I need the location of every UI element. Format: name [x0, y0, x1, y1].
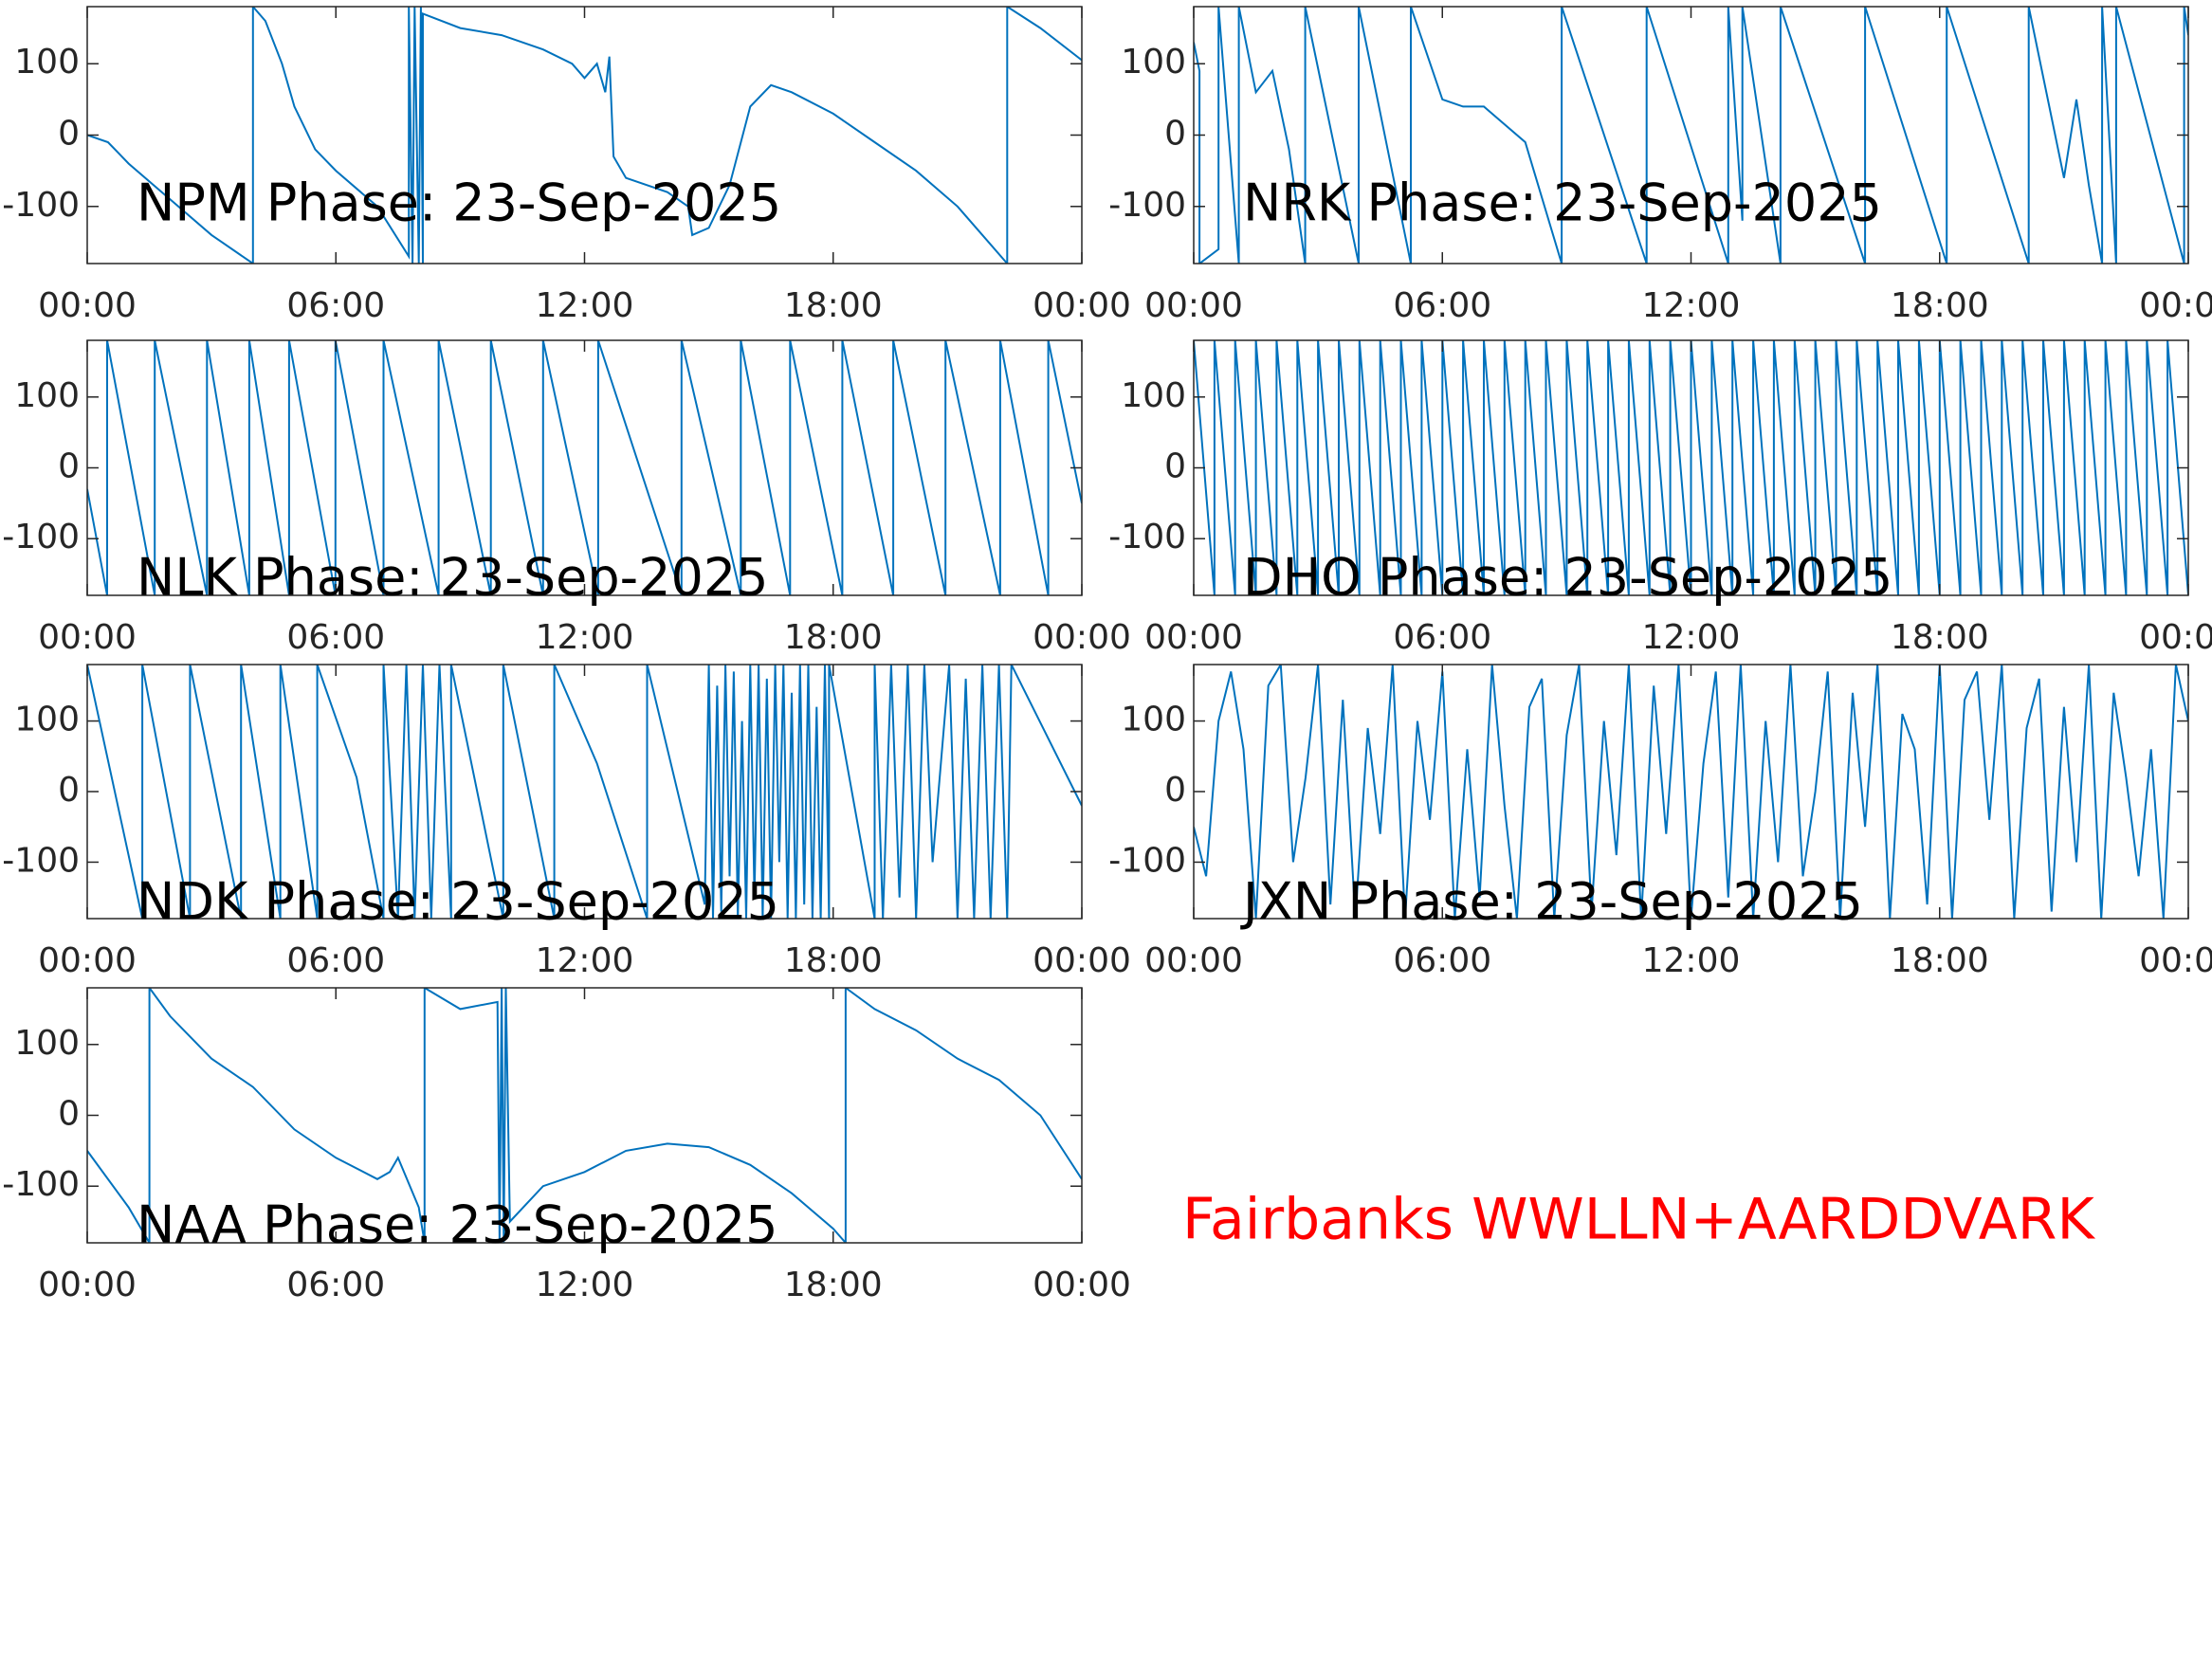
x-tick-label: 12:00	[536, 1266, 634, 1304]
y-tick-label: 100	[1121, 701, 1186, 739]
y-tick-label: -100	[1108, 841, 1186, 880]
x-tick-label: 12:00	[1642, 618, 1741, 657]
y-tick-label: -100	[1108, 186, 1186, 225]
x-tick-label: 12:00	[536, 618, 634, 657]
y-tick-label: 0	[1164, 115, 1186, 154]
data-line	[87, 665, 1082, 919]
panel: 00:00 06:00 12:00 18:00 00:00 -100 0 100 NDK Pha…	[2, 664, 1131, 980]
y-tick-label: 0	[58, 1095, 80, 1134]
x-tick-label: 06:00	[286, 1266, 385, 1304]
data-line	[1194, 7, 2188, 264]
x-tick-label: 00:00	[38, 618, 137, 657]
x-tick-label: 12:00	[536, 941, 634, 980]
panel: 00:00 06:00 12:00 18:00 00:00 -100 0 100 NRK Pha…	[1108, 6, 2212, 325]
x-tick-label: 00:00	[38, 941, 137, 980]
x-tick-label: 12:00	[536, 286, 634, 325]
x-tick-label: 00:00	[2139, 286, 2212, 325]
y-tick-label: 0	[58, 115, 80, 154]
panel: 00:00 06:00 12:00 18:00 00:00 -100 0 100 DHO Pha…	[1108, 339, 2212, 657]
x-tick-label: 06:00	[286, 618, 385, 657]
y-tick-label: 0	[58, 771, 80, 810]
x-tick-label: 00:00	[1033, 286, 1131, 325]
y-tick-label: -100	[2, 1165, 80, 1204]
x-tick-label: 00:00	[1033, 941, 1131, 980]
x-tick-label: 00:00	[1144, 286, 1243, 325]
y-tick-label: 100	[1121, 43, 1186, 82]
x-tick-label: 00:00	[1144, 618, 1243, 657]
data-line	[1194, 665, 2188, 919]
x-tick-label: 18:00	[784, 941, 883, 980]
y-tick-label: -100	[2, 186, 80, 225]
x-tick-label: 18:00	[1891, 618, 1989, 657]
y-tick-label: 0	[58, 447, 80, 486]
y-tick-label: 100	[14, 376, 80, 415]
panel: 00:00 06:00 12:00 18:00 00:00 -100 0 100 NAA Pha…	[2, 987, 1131, 1304]
chart-title: DHO Phase: 23-Sep-2025	[1243, 548, 1892, 608]
y-tick-label: 100	[1121, 376, 1186, 415]
chart-title: NAA Phase: 23-Sep-2025	[137, 1195, 777, 1255]
chart-title: NDK Phase: 23-Sep-2025	[137, 872, 779, 932]
x-tick-label: 00:00	[2139, 941, 2212, 980]
chart-title: NPM Phase: 23-Sep-2025	[137, 173, 781, 233]
data-line	[87, 7, 1082, 264]
y-tick-label: 100	[14, 43, 80, 82]
annotation: Fairbanks WWLLN+AARDDVARK	[1182, 1187, 2095, 1253]
x-tick-label: 00:00	[2139, 618, 2212, 657]
x-tick-label: 00:00	[38, 286, 137, 325]
y-tick-label: -100	[2, 841, 80, 880]
x-tick-label: 00:00	[1144, 941, 1243, 980]
x-tick-label: 06:00	[1393, 941, 1491, 980]
x-tick-label: 18:00	[784, 286, 883, 325]
y-tick-label: 100	[14, 701, 80, 739]
chart-title: NLK Phase: 23-Sep-2025	[137, 548, 769, 608]
chart-title: NRK Phase: 23-Sep-2025	[1243, 173, 1882, 233]
panel: 00:00 06:00 12:00 18:00 00:00 -100 0 100 NPM Pha…	[2, 6, 1131, 325]
x-tick-label: 00:00	[1033, 618, 1131, 657]
x-tick-label: 18:00	[784, 618, 883, 657]
data-line	[87, 340, 1082, 595]
data-line	[1194, 340, 2188, 595]
y-tick-label: 0	[1164, 447, 1186, 486]
x-tick-label: 12:00	[1642, 941, 1741, 980]
x-tick-label: 18:00	[1891, 286, 1989, 325]
y-tick-label: 0	[1164, 771, 1186, 810]
x-tick-label: 00:00	[1033, 1266, 1131, 1304]
panel: 00:00 06:00 12:00 18:00 00:00 -100 0 100 JXN Pha…	[1108, 664, 2212, 980]
x-tick-label: 06:00	[286, 941, 385, 980]
y-tick-label: -100	[2, 518, 80, 556]
x-tick-label: 06:00	[1393, 286, 1491, 325]
x-tick-label: 18:00	[1891, 941, 1989, 980]
panel: 00:00 06:00 12:00 18:00 00:00 -100 0 100 NLK Pha…	[2, 339, 1131, 657]
y-tick-label: -100	[1108, 518, 1186, 556]
x-tick-label: 18:00	[784, 1266, 883, 1304]
x-tick-label: 00:00	[38, 1266, 137, 1304]
data-line	[87, 988, 1082, 1243]
x-tick-label: 12:00	[1642, 286, 1741, 325]
chart-title: JXN Phase: 23-Sep-2025	[1240, 872, 1863, 932]
x-tick-label: 06:00	[286, 286, 385, 325]
x-tick-label: 06:00	[1393, 618, 1491, 657]
y-tick-label: 100	[14, 1024, 80, 1063]
